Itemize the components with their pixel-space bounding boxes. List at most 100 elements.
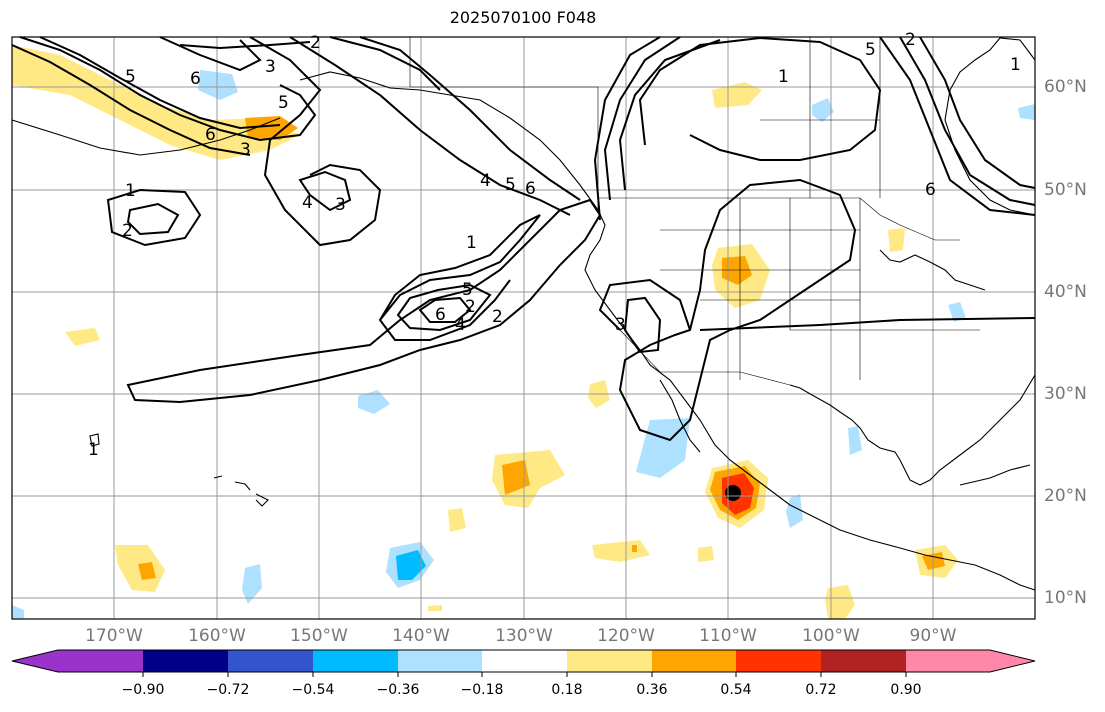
- colorbar-tick-label: 0.90: [890, 682, 922, 698]
- map-title: 2025070100 F048: [449, 8, 597, 27]
- contour-label: 1: [778, 67, 789, 87]
- colorbar-tick-label: 0.54: [720, 682, 752, 698]
- colorbar-tick-label: −0.36: [376, 682, 420, 698]
- latitude-label: 60°N: [1044, 77, 1087, 97]
- contour-west-ridge: [618, 178, 857, 442]
- longitude-label: 160°W: [188, 626, 246, 646]
- contour-label: 4: [455, 315, 466, 335]
- contour-label: 2: [905, 30, 916, 50]
- contour-canada-3: [603, 36, 681, 201]
- contour-label: 5: [462, 280, 473, 300]
- contour-label: 2: [465, 297, 476, 317]
- latitude-label: 40°N: [1044, 282, 1087, 302]
- contour-label: 6: [205, 125, 216, 145]
- positive-anomaly-k-core: [632, 545, 637, 552]
- positive-anomaly-a: [65, 328, 100, 346]
- contour-label: 5: [505, 175, 516, 195]
- contour-label: 5: [125, 67, 136, 87]
- latitude-label: 10°N: [1044, 588, 1087, 608]
- negative-anomaly-j-core: [396, 550, 426, 580]
- latitude-label: 20°N: [1044, 486, 1087, 506]
- contour-east-pacific-2: [378, 214, 541, 341]
- positive-anomaly-s: [428, 605, 442, 611]
- contour-label: 1: [88, 440, 99, 460]
- contour-north-3: [179, 41, 311, 50]
- longitude-label: 170°W: [85, 626, 143, 646]
- longitude-label: 150°W: [290, 626, 348, 646]
- positive-anomaly-h-core: [138, 562, 156, 580]
- positive-anomaly-aleutian-core: [245, 116, 298, 140]
- contour-cutoff-low: [623, 296, 662, 354]
- positive-anomaly-e-core: [502, 460, 530, 495]
- contour-label: 4: [480, 171, 491, 191]
- colorbar-extend-high: [990, 650, 1035, 672]
- contour-lines: [11, 36, 1036, 442]
- colorbar-tick-label: 0.36: [636, 682, 668, 698]
- contour-east-2: [899, 36, 1036, 206]
- contour-north-2: [329, 36, 441, 91]
- coastlines: [11, 37, 1036, 591]
- contour-north-1: [159, 36, 262, 72]
- contour-label: 3: [240, 140, 251, 160]
- positive-anomaly-canada: [712, 82, 762, 108]
- contour-meander-4: [359, 36, 581, 201]
- colorbar: [11, 649, 1036, 677]
- contour-canada-4: [593, 36, 661, 221]
- contour-east-3: [919, 36, 1036, 189]
- contour-aleutian-3: [11, 44, 251, 156]
- contour-east-pacific-3: [396, 283, 492, 332]
- negative-anomaly-g: [786, 494, 803, 528]
- contour-label: 1: [1010, 55, 1021, 75]
- longitude-label: 140°W: [392, 626, 450, 646]
- contour-meander-3: [298, 170, 352, 212]
- contour-label: 4: [302, 193, 313, 213]
- contour-label: 3: [615, 315, 626, 335]
- negative-anomaly-i: [242, 564, 262, 604]
- contour-label: 5: [278, 93, 289, 113]
- negative-anomaly-o: [848, 426, 862, 455]
- negative-anomaly-b: [358, 390, 390, 414]
- latitude-label: 50°N: [1044, 180, 1087, 200]
- positive-anomaly-rockies-core: [722, 256, 752, 285]
- contour-meander-2: [289, 36, 571, 216]
- negative-anomaly-canada: [812, 98, 834, 122]
- contour-label: 6: [435, 305, 446, 325]
- colorbar-tick-label: 0.18: [551, 682, 583, 698]
- contour-meander-1: [249, 36, 382, 247]
- contour-label: 2: [310, 33, 321, 53]
- map-frame: [11, 36, 1036, 620]
- latitude-label: 30°N: [1044, 384, 1087, 404]
- political-boundaries: [409, 37, 980, 386]
- contour-label: 6: [190, 69, 201, 89]
- contour-west-low-2: [126, 202, 180, 236]
- positive-anomaly-l: [698, 546, 714, 562]
- contour-label: 1: [466, 233, 477, 253]
- longitude-label: 120°W: [597, 626, 655, 646]
- colorbar-tick-label: 0.72: [805, 682, 837, 698]
- negative-anomaly-p: [948, 302, 966, 322]
- negative-anomaly-aleutian: [198, 70, 238, 100]
- contour-aleutian-1: [19, 36, 317, 142]
- longitude-label: 90°W: [909, 626, 957, 646]
- contour-label: 6: [525, 179, 536, 199]
- contour-east-pacific-1: [126, 198, 602, 404]
- contour-label: 3: [335, 195, 346, 215]
- colorbar-extend-low: [12, 650, 58, 672]
- contour-label: 3: [265, 57, 276, 77]
- contour-label-group: 2 5 6 3 1 2 5 6 3 4 3 1 2 2 6 5 4 6 4 5 …: [88, 30, 1021, 460]
- positive-anomaly-f: [448, 508, 466, 532]
- positive-anomaly-great-lakes: [888, 228, 905, 252]
- colorbar-tick-label: −0.90: [121, 682, 165, 698]
- longitude-label: 110°W: [699, 626, 757, 646]
- contour-west-low-1: [106, 188, 202, 247]
- contour-east-pacific-4: [418, 296, 472, 323]
- negative-anomaly-r: [1018, 104, 1035, 120]
- contour-gulf: [598, 278, 691, 331]
- colorbar-tick-label: −0.54: [291, 682, 335, 698]
- negative-anomaly-q: [12, 605, 24, 619]
- contour-canada-2: [618, 39, 721, 191]
- longitude-label: 100°W: [802, 626, 860, 646]
- contour-label: 5: [865, 40, 876, 60]
- contour-canada-1: [638, 36, 882, 161]
